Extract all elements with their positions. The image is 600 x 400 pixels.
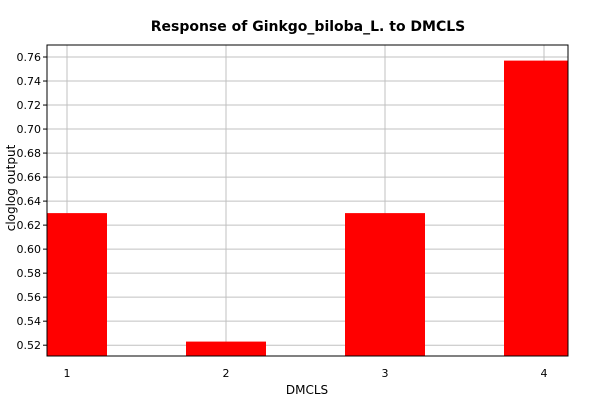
bar	[504, 60, 568, 356]
y-tick-label: 0.74	[17, 75, 42, 88]
y-tick-label: 0.60	[17, 243, 42, 256]
x-tick-label: 3	[382, 367, 389, 380]
x-axis-ticks: 1 2 3 4	[64, 367, 548, 380]
grid	[47, 45, 568, 356]
y-axis-ticks: 0.52 0.54 0.56 0.58 0.60 0.62 0.64 0.66 0.68 0.70…	[17, 51, 47, 352]
y-tick-label: 0.62	[17, 219, 42, 232]
x-tick-label: 1	[64, 367, 71, 380]
y-tick-label: 0.76	[17, 51, 42, 64]
plot-frame	[46, 44, 569, 357]
y-tick-label: 0.64	[17, 195, 42, 208]
y-tick-label: 0.54	[17, 315, 42, 328]
x-tick-label: 4	[541, 367, 548, 380]
chart-title: Response of Ginkgo_biloba_L. to DMCLS	[151, 19, 466, 35]
bar	[345, 213, 425, 356]
bar	[186, 341, 266, 356]
y-tick-label: 0.70	[17, 123, 42, 136]
y-tick-label: 0.68	[17, 147, 42, 160]
y-axis-label: cloglog output	[4, 144, 18, 231]
y-tick-label: 0.72	[17, 99, 42, 112]
y-tick-label: 0.52	[17, 339, 42, 352]
x-tick-label: 2	[223, 367, 230, 380]
y-tick-label: 0.66	[17, 171, 42, 184]
bar	[47, 213, 107, 356]
y-tick-label: 0.58	[17, 267, 42, 280]
bars	[47, 60, 568, 356]
x-axis-label: DMCLS	[286, 383, 328, 397]
y-tick-label: 0.56	[17, 291, 42, 304]
